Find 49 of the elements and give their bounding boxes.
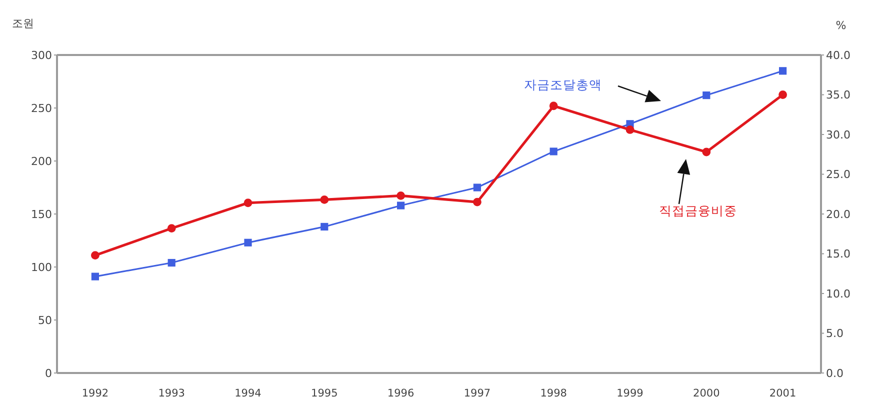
point	[91, 251, 100, 260]
y-tick-label: 50	[38, 314, 52, 327]
x-tick-label: 1993	[158, 387, 185, 400]
point	[779, 67, 787, 75]
y-tick-label: 300	[31, 48, 52, 62]
point	[244, 198, 252, 208]
y2-tick-label: 10.0	[826, 287, 850, 300]
text: 자금조달총액	[524, 77, 602, 92]
text: 직접금융비중	[659, 203, 737, 218]
point	[396, 192, 405, 200]
y2-axis-title: %	[836, 19, 846, 32]
point	[549, 102, 558, 110]
point	[626, 126, 634, 134]
y2-tick-label: 5.0	[826, 327, 844, 340]
y-tick-label: 250	[31, 102, 52, 115]
x-tick-label: 1995	[311, 387, 338, 400]
x-tick-label: 1998	[540, 387, 567, 400]
point	[550, 148, 558, 156]
y2-tick-label: 15.0	[826, 248, 850, 261]
y-tick-label: 100	[31, 260, 52, 274]
y2-tick-label: 40.0	[826, 48, 850, 62]
point	[702, 91, 710, 100]
x-tick-label: 2000	[693, 387, 720, 400]
y2-tick-label: 25.0	[826, 168, 850, 182]
point	[320, 195, 329, 204]
x-tick-label: 2001	[769, 387, 796, 400]
point	[778, 90, 787, 99]
x-tick-label: 1996	[387, 387, 414, 400]
point	[473, 198, 482, 206]
x-tick-label: 1992	[82, 387, 109, 400]
point	[473, 184, 481, 192]
y2-tick-label: 0.0	[826, 366, 844, 380]
y-tick-label: 200	[31, 154, 52, 168]
point	[702, 148, 711, 156]
y-tick-label: 150	[31, 208, 52, 221]
y-tick-label: 0	[45, 366, 52, 380]
x-tick-label: 1999	[616, 387, 644, 400]
y2-tick-label: 20.0	[826, 208, 850, 221]
point	[320, 222, 328, 231]
point	[244, 238, 252, 246]
point	[91, 272, 99, 280]
point	[397, 202, 405, 210]
x-tick-label: 1994	[234, 387, 262, 400]
y-axis-title: 조원	[12, 17, 34, 30]
point	[167, 224, 176, 233]
x-tick-label: 1997	[464, 387, 491, 400]
y2-tick-label: 30.0	[826, 128, 850, 142]
y2-tick-label: 35.0	[826, 88, 850, 102]
point	[168, 258, 176, 267]
